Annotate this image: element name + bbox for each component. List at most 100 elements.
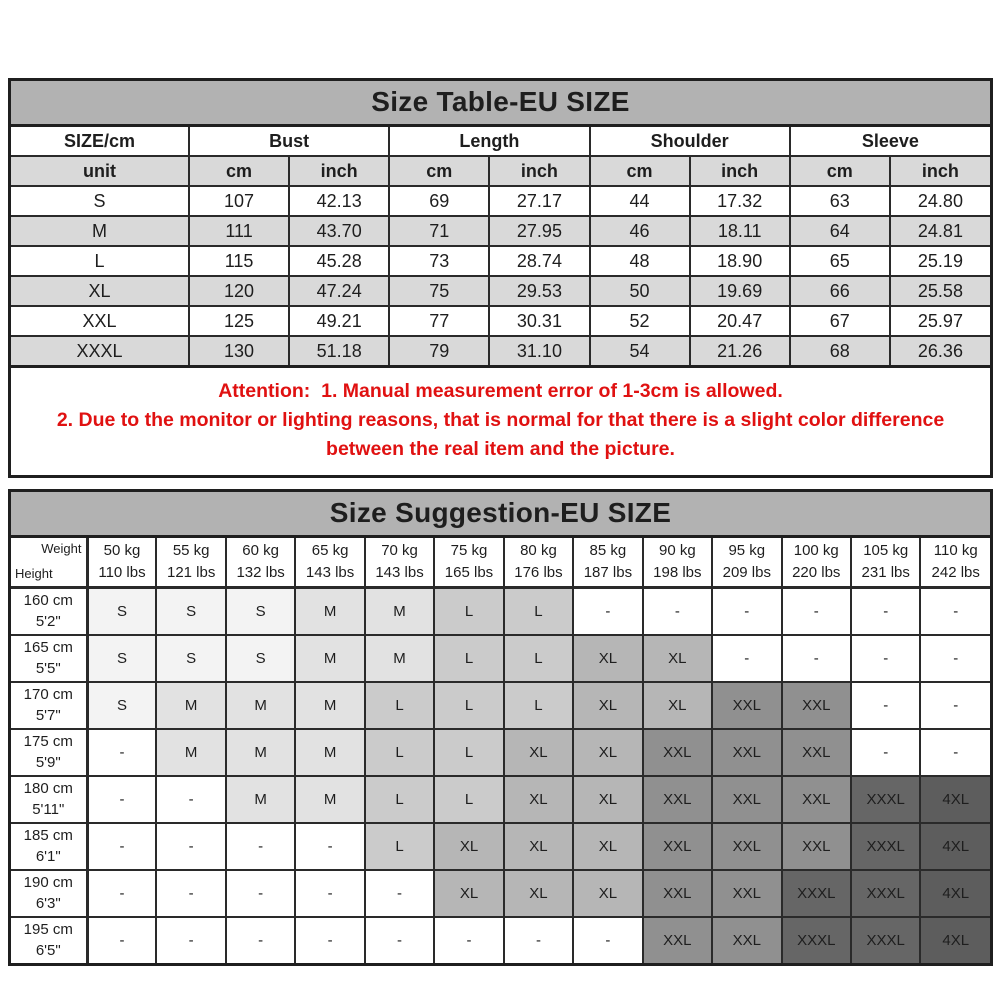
weight-header: 80 kg 176 lbs [502, 536, 575, 589]
size-row-xl: XL 120 47.24 75 29.53 50 19.69 66 25.58 [10, 275, 992, 307]
height-cm: 180 cm [23, 780, 73, 798]
size-cell-empty: - [294, 868, 366, 918]
corner-height-label: Height [15, 565, 53, 581]
size-cell-empty: - [849, 633, 922, 683]
measurement-value: 44 [588, 185, 691, 217]
size-cell: XXL [711, 774, 783, 824]
size-cell: L [433, 633, 505, 683]
measurement-value: 25.19 [888, 245, 992, 277]
size-cell: XL [502, 821, 575, 871]
size-cell: XL [502, 868, 575, 918]
weight-header: 95 kg 209 lbs [711, 536, 783, 589]
size-cell-empty: - [849, 586, 922, 636]
size-cell-empty: - [85, 727, 158, 777]
height-row-195: 195 cm 6'5" - - - - - - - - XXL XXL XXXL XXXL 4XL [10, 915, 991, 964]
size-table-group-header-row: SIZE/cm Bust Length Shoulder Sleeve [10, 126, 992, 157]
unit-cell: inch [888, 155, 992, 187]
size-cell-empty: - [919, 586, 991, 636]
weight-height-corner-cell: Weight Height [10, 536, 89, 589]
unit-cell: inch [488, 155, 591, 187]
size-cell-empty: - [363, 868, 436, 918]
size-cell-empty: - [294, 915, 366, 964]
height-header: 195 cm 6'5" [10, 915, 89, 964]
size-table-unit-row: unit cm inch cm inch cm inch cm inch [10, 155, 992, 187]
size-cell: XXXL [849, 868, 922, 918]
size-label: L [10, 245, 190, 277]
size-cell: S [85, 586, 158, 636]
column-group-sleeve: Sleeve [788, 126, 992, 157]
size-cell: XL [572, 633, 644, 683]
size-row-m: M 111 43.70 71 27.95 46 18.11 64 24.81 [10, 215, 992, 247]
size-suggestion-title: Size Suggestion-EU SIZE [11, 491, 990, 538]
weight-header: 60 kg 132 lbs [224, 536, 297, 589]
measurement-value: 54 [588, 335, 691, 366]
size-cell: L [502, 680, 575, 730]
weight-kg: 100 kg [793, 541, 839, 559]
measurement-value: 18.11 [688, 215, 791, 247]
size-cell: XXXL [849, 774, 922, 824]
size-cell: M [363, 586, 436, 636]
height-row-165: 165 cm 5'5" S S S M M L L XL XL - - - - [10, 633, 991, 683]
size-cell: L [502, 586, 575, 636]
size-cell: XXL [711, 821, 783, 871]
column-group-shoulder: Shoulder [588, 126, 791, 157]
size-cell-empty: - [224, 915, 297, 964]
measurement-value: 19.69 [688, 275, 791, 307]
measurement-value: 115 [187, 245, 291, 277]
suggestion-header-row: Weight Height 50 kg 110 lbs 55 kg 121 lbs 60… [10, 536, 991, 589]
weight-kg: 50 kg [103, 541, 141, 559]
height-ft: 5'7" [35, 707, 61, 725]
unit-cell: cm [788, 155, 891, 187]
size-cell: M [294, 586, 366, 636]
size-cell: XXL [711, 727, 783, 777]
measurement-value: 46 [588, 215, 691, 247]
size-cell: XL [433, 868, 505, 918]
size-cell-empty: - [849, 727, 922, 777]
attention-line-1: Attention: 1. Manual measurement error o… [218, 380, 783, 402]
size-cell: L [433, 586, 505, 636]
size-cell: M [224, 727, 297, 777]
height-row-160: 160 cm 5'2" S S S M M L L - - - - - - [10, 586, 991, 636]
size-row-l: L 115 45.28 73 28.74 48 18.90 65 25.19 [10, 245, 992, 277]
size-cell: S [155, 586, 227, 636]
measurement-value: 63 [788, 185, 891, 217]
size-cell: XXL [711, 868, 783, 918]
size-cell-empty: - [711, 586, 783, 636]
size-label: M [10, 215, 190, 247]
size-cell: 4XL [919, 821, 991, 871]
measurement-value: 71 [388, 215, 491, 247]
column-group-length: Length [388, 126, 591, 157]
measurement-value: 17.32 [688, 185, 791, 217]
height-cm: 185 cm [23, 827, 73, 845]
weight-kg: 105 kg [863, 541, 909, 559]
size-cell-empty: - [224, 821, 297, 871]
height-header: 180 cm 5'11" [10, 774, 89, 824]
weight-lbs: 143 lbs [375, 563, 424, 581]
size-cell: XXL [780, 680, 852, 730]
measurement-value: 51.18 [288, 335, 391, 366]
size-row-xxl: XXL 125 49.21 77 30.31 52 20.47 67 25.97 [10, 305, 992, 337]
size-cell: XXXL [780, 868, 852, 918]
size-cell: XXL [780, 774, 852, 824]
height-ft: 6'3" [35, 895, 61, 913]
unit-cell: unit [10, 155, 190, 187]
measurement-value: 24.80 [888, 185, 992, 217]
size-cell: M [294, 727, 366, 777]
weight-lbs: 220 lbs [792, 563, 841, 581]
weight-lbs: 165 lbs [444, 563, 494, 581]
size-cell: XXL [641, 774, 714, 824]
attention-line-2: 2. Due to the monitor or lighting reason… [56, 408, 945, 460]
measurement-value: 64 [788, 215, 891, 247]
height-cm: 175 cm [23, 733, 73, 751]
size-cell-empty: - [85, 915, 158, 964]
weight-lbs: 231 lbs [861, 563, 910, 581]
size-cell: XXXL [849, 915, 922, 964]
height-cm: 165 cm [23, 639, 73, 657]
height-ft: 5'11" [32, 801, 65, 819]
height-header: 175 cm 5'9" [10, 727, 89, 777]
weight-kg: 95 kg [728, 541, 766, 559]
column-group-bust: Bust [187, 126, 391, 157]
size-cell: 4XL [919, 774, 991, 824]
size-cell: S [224, 633, 297, 683]
size-cell: XXL [711, 915, 783, 964]
